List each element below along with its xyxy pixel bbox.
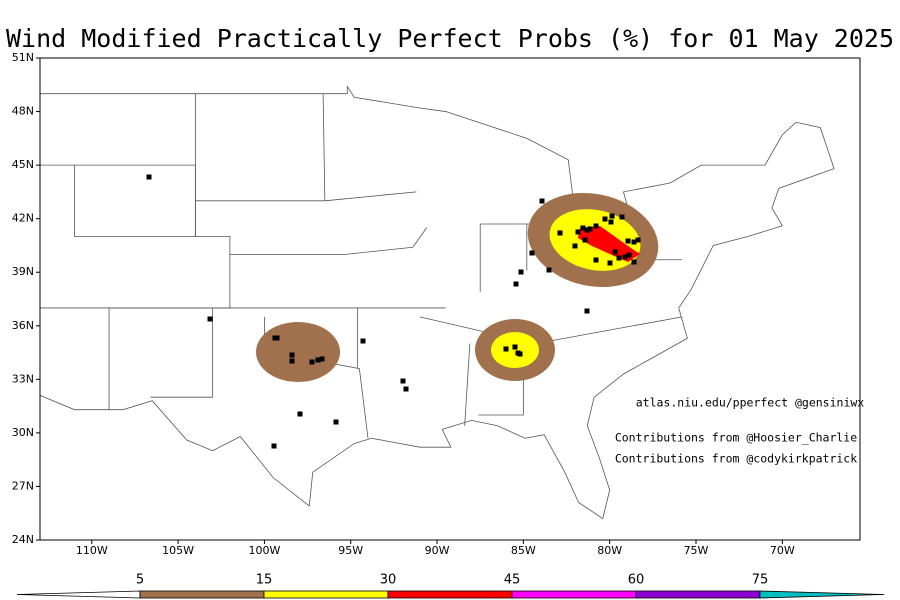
colorbar-label: 30 bbox=[380, 573, 397, 588]
lon-tick-label: 95W bbox=[338, 544, 363, 557]
lon-tick-label: 105W bbox=[162, 544, 194, 557]
colorbar-segment bbox=[263, 590, 389, 599]
lon-tick-label: 75W bbox=[684, 544, 709, 557]
lon-tick-label: 70W bbox=[770, 544, 795, 557]
storm-report bbox=[289, 358, 295, 364]
storm-report bbox=[274, 335, 280, 341]
storm-report bbox=[612, 249, 618, 255]
storm-report bbox=[635, 237, 641, 243]
state-line bbox=[464, 343, 471, 426]
lat-tick-label: 51N bbox=[12, 51, 34, 64]
lat-tick-label: 24N bbox=[12, 533, 34, 546]
colorbar-segment bbox=[387, 590, 513, 599]
storm-report bbox=[309, 359, 315, 365]
storm-report bbox=[333, 419, 339, 425]
lon-tick-label: 100W bbox=[248, 544, 280, 557]
storm-report bbox=[631, 239, 637, 245]
lon-tick-label: 80W bbox=[597, 544, 622, 557]
lat-tick-label: 30N bbox=[12, 426, 34, 439]
state-line bbox=[150, 307, 214, 398]
storm-report bbox=[587, 226, 593, 232]
storm-report bbox=[593, 257, 599, 263]
border bbox=[39, 395, 310, 507]
prob-area bbox=[491, 332, 539, 368]
storm-report bbox=[572, 243, 578, 249]
credit: Contributions from @Hoosier_Charlie bbox=[615, 431, 857, 445]
map-frame bbox=[39, 57, 861, 541]
state-line bbox=[229, 227, 428, 255]
colorbar-segment bbox=[139, 590, 265, 599]
state-line bbox=[40, 164, 196, 237]
colorbar: 5 15 30 45 60 75 bbox=[16, 573, 885, 599]
storm-report bbox=[546, 267, 552, 273]
storm-report bbox=[622, 254, 628, 260]
lat-tick-label: 42N bbox=[12, 212, 34, 225]
storm-report bbox=[584, 227, 590, 233]
lat-tick-label: 45N bbox=[12, 158, 34, 171]
lon-tick-label: 85W bbox=[511, 544, 536, 557]
storm-report bbox=[619, 214, 625, 220]
storm-report bbox=[582, 237, 588, 243]
colorbar-under bbox=[16, 590, 141, 599]
storm-report bbox=[539, 198, 545, 204]
storm-report bbox=[608, 219, 614, 225]
storm-report bbox=[297, 411, 303, 417]
coastline bbox=[308, 168, 835, 520]
colorbar-segment bbox=[511, 590, 637, 599]
storm-report bbox=[517, 351, 523, 357]
storm-report bbox=[518, 269, 524, 275]
storm-report bbox=[529, 250, 535, 256]
storm-report bbox=[626, 252, 632, 258]
storm-report bbox=[289, 352, 295, 358]
credit: Contributions from @codykirkpatrick bbox=[615, 452, 857, 466]
lat-tick-label: 33N bbox=[12, 372, 34, 385]
colorbar-label: 60 bbox=[628, 573, 645, 588]
storm-report bbox=[625, 238, 631, 244]
colorbar-label: 45 bbox=[504, 573, 521, 588]
lat-tick-label: 36N bbox=[12, 319, 34, 332]
prob-area bbox=[256, 322, 340, 382]
storm-report bbox=[271, 443, 277, 449]
storm-report bbox=[631, 259, 637, 265]
storm-report bbox=[580, 225, 586, 231]
state-line bbox=[108, 93, 231, 410]
colorbar-label: 15 bbox=[256, 573, 273, 588]
storm-report bbox=[602, 216, 608, 222]
storm-report bbox=[503, 346, 509, 352]
storm-report bbox=[607, 260, 613, 266]
storm-report bbox=[403, 386, 409, 392]
border bbox=[40, 85, 835, 225]
storm-report bbox=[593, 223, 599, 229]
colorbar-label: 5 bbox=[136, 573, 144, 588]
colorbar-label: 75 bbox=[752, 573, 769, 588]
state-line bbox=[195, 191, 417, 202]
prob-area bbox=[578, 226, 640, 262]
lat-tick-label: 27N bbox=[12, 479, 34, 492]
state-line bbox=[322, 93, 326, 201]
storm-report bbox=[575, 229, 581, 235]
map-area bbox=[39, 85, 835, 520]
map-title: Wind Modified Practically Perfect Probs … bbox=[6, 24, 894, 53]
lat-tick-label: 48N bbox=[12, 105, 34, 118]
lon-tick-label: 110W bbox=[76, 544, 108, 557]
storm-report bbox=[584, 308, 590, 314]
storm-report bbox=[315, 357, 321, 363]
credit: atlas.niu.edu/pperfect @gensiniwx bbox=[636, 396, 865, 410]
storm-report bbox=[319, 356, 325, 362]
storm-report bbox=[616, 255, 622, 261]
lon-tick-label: 90W bbox=[425, 544, 450, 557]
storm-report bbox=[400, 378, 406, 384]
storm-report bbox=[512, 344, 518, 350]
storm-report bbox=[609, 213, 615, 219]
storm-report bbox=[146, 174, 152, 180]
colorbar-over bbox=[759, 590, 885, 599]
colorbar-segment bbox=[635, 590, 761, 599]
storm-report bbox=[207, 316, 213, 322]
storm-report bbox=[557, 230, 563, 236]
lat-tick-label: 39N bbox=[12, 265, 34, 278]
storm-report bbox=[513, 281, 519, 287]
storm-report bbox=[360, 338, 366, 344]
